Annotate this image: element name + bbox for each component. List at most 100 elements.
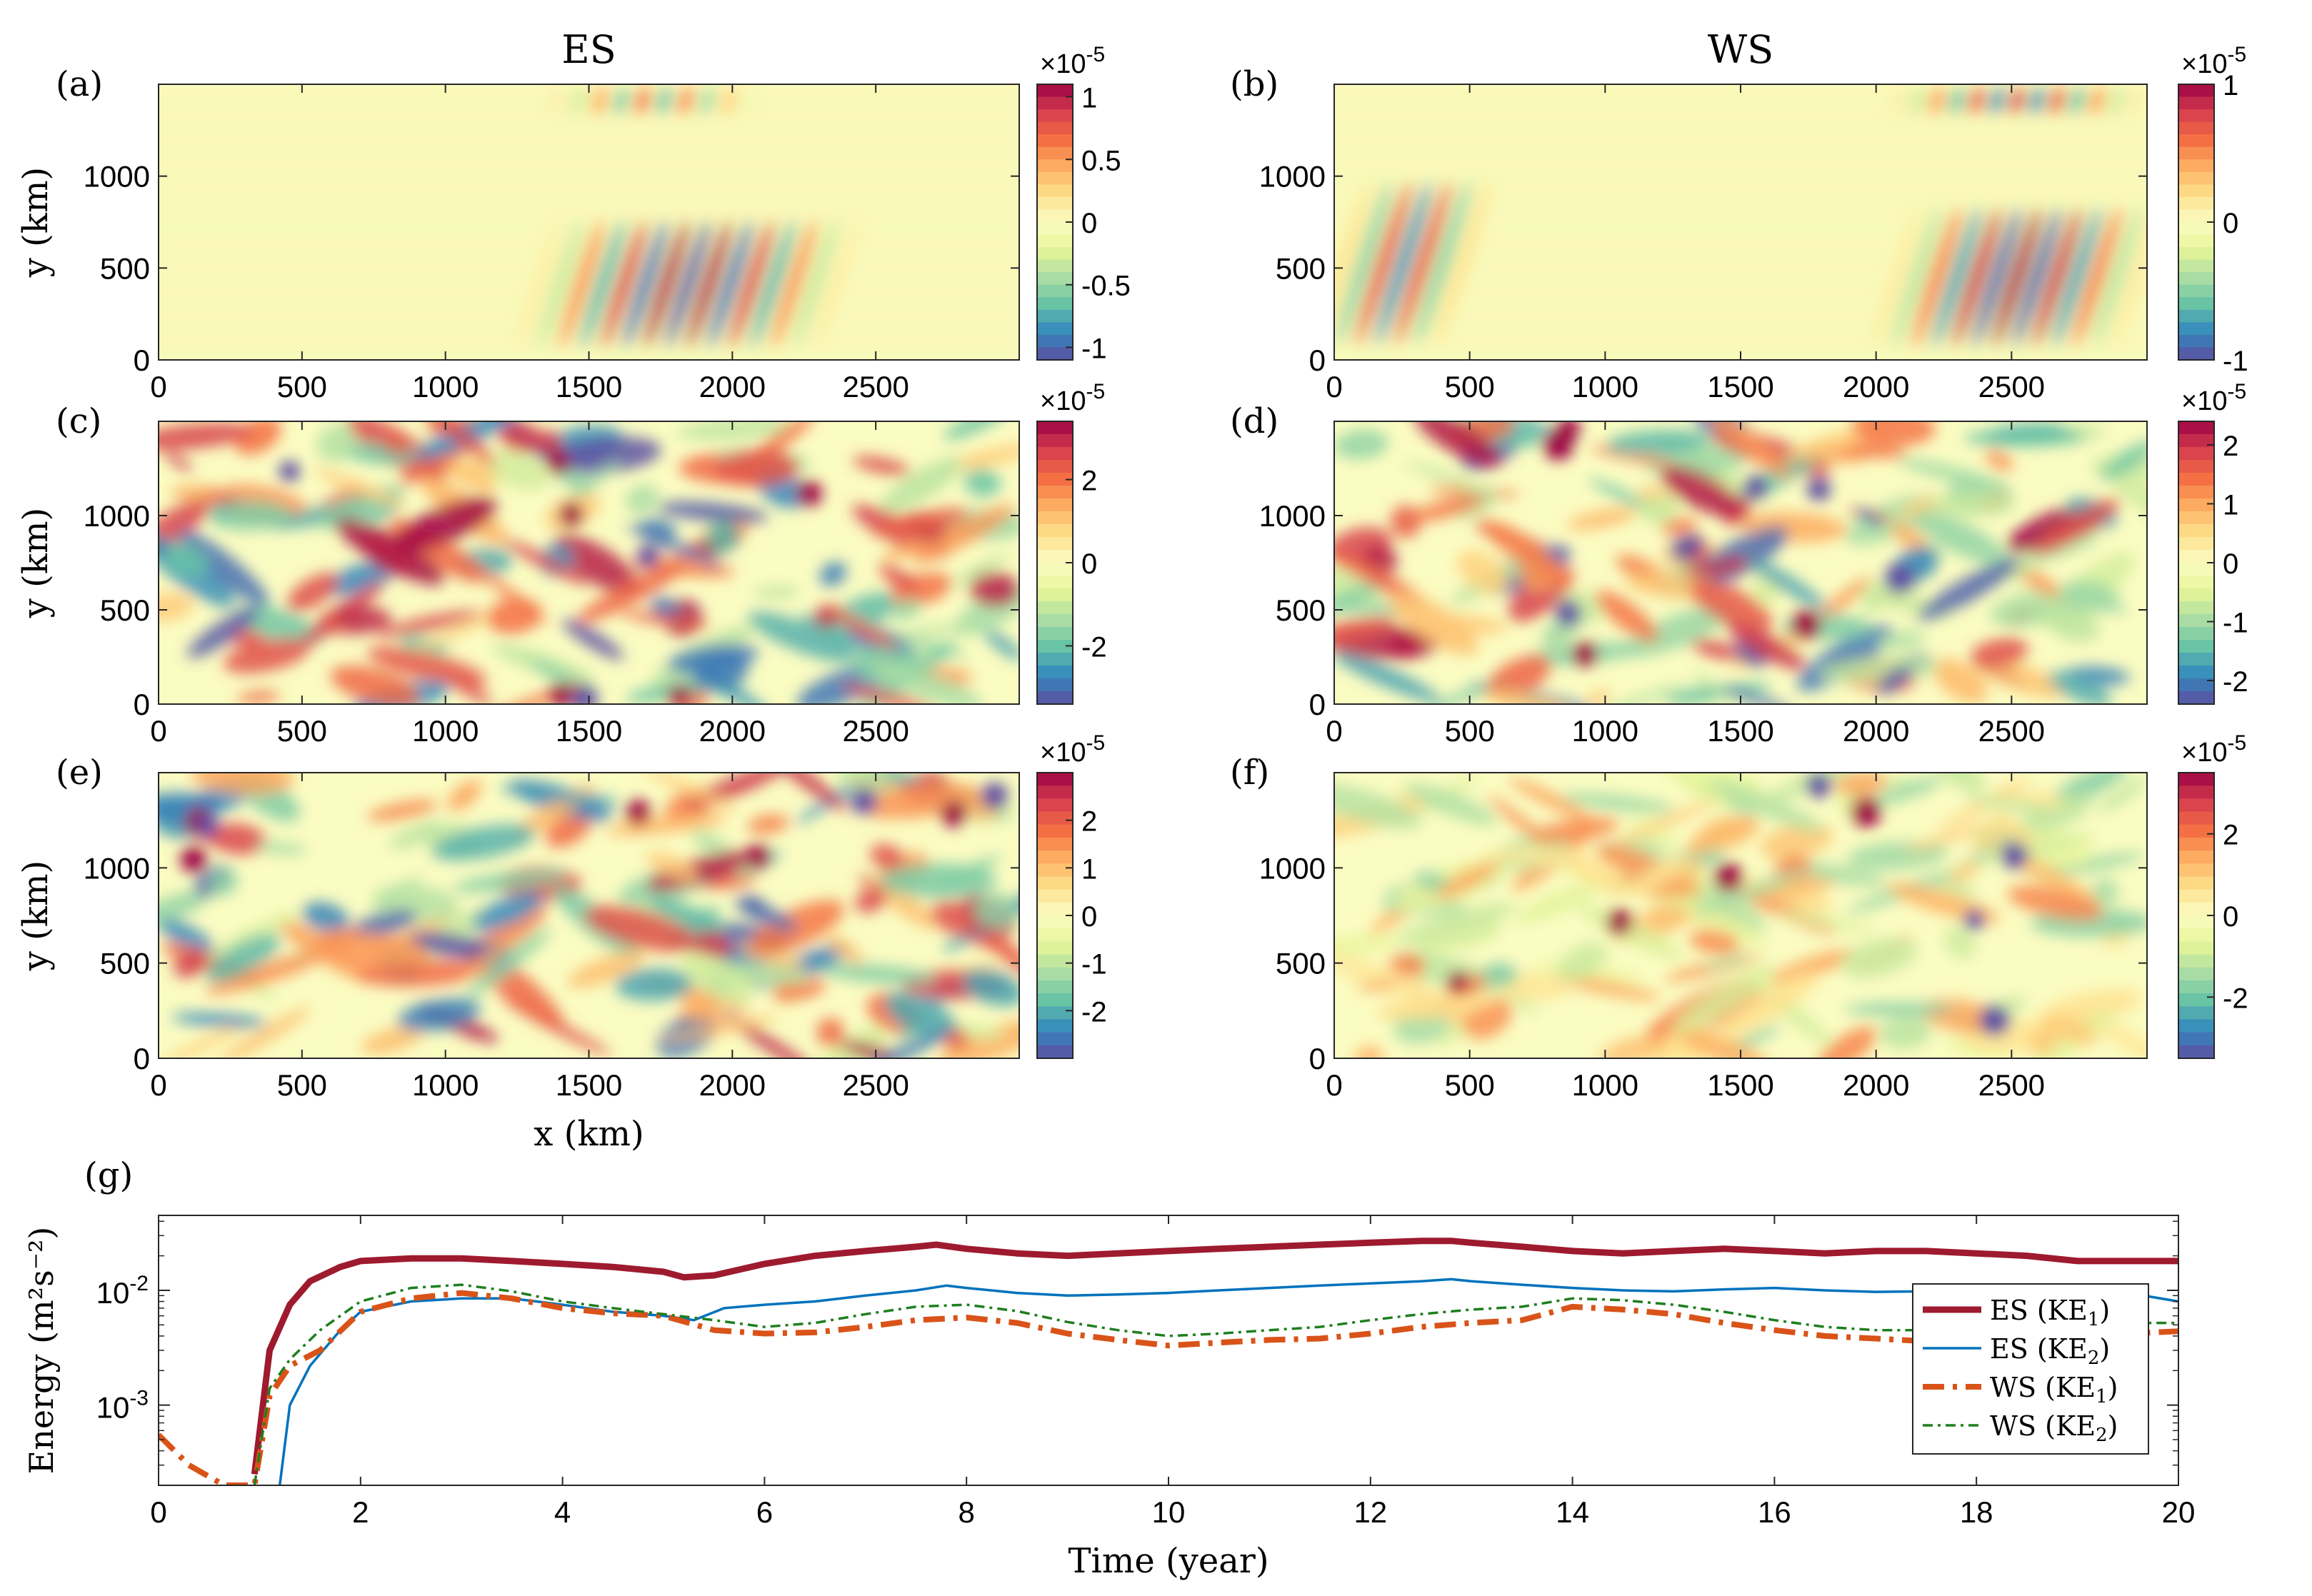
wave-crest	[1989, 86, 2005, 116]
colorbar-segment	[2178, 524, 2214, 538]
eddy-filament	[826, 933, 864, 964]
eddy-filament	[1673, 1023, 1773, 1058]
legend-label-main: WS (KE	[1990, 1410, 2096, 1442]
colorbar-tick-label: -1	[2223, 346, 2248, 377]
eddy-filament	[1690, 580, 1773, 632]
wave-crest	[2109, 86, 2125, 116]
eddy-filament	[256, 842, 307, 855]
colorbar-segment	[1037, 498, 1073, 512]
eddy-filament	[853, 456, 911, 476]
eddy-filament	[939, 1018, 1019, 1058]
colorbar-segment	[2178, 850, 2214, 865]
zonal-stripe	[1334, 313, 2147, 318]
eddy-filament	[1334, 581, 1386, 623]
colorbar-tick-label: -2	[1081, 996, 1107, 1028]
colorbar-tick-label: 2	[2223, 820, 2238, 851]
wave-crest	[570, 86, 586, 116]
eddy-filament	[676, 421, 796, 440]
x-tick-label: 6	[756, 1495, 773, 1529]
y-tick-label: 500	[100, 947, 150, 980]
coherent-vortex	[1555, 600, 1581, 626]
wave-crest	[549, 86, 565, 116]
colorbar: 1 0 -1 ×10-5	[2178, 43, 2248, 377]
eddy-filament	[1691, 638, 1742, 661]
colorbar-segment	[2178, 309, 2214, 323]
x-tick-label: 2000	[1843, 714, 1909, 748]
zonal-stripe	[159, 238, 1019, 244]
panel-label: (c)	[56, 401, 101, 441]
eddy-filament	[1426, 614, 1508, 634]
colorbar-segment	[2178, 121, 2214, 136]
legend-label-main: WS (KE	[1990, 1372, 2096, 1403]
eddy-filament	[1701, 953, 1752, 970]
eddy-filament	[1623, 604, 1733, 657]
eddy-filament	[361, 1026, 424, 1055]
coherent-vortex	[1743, 475, 1768, 501]
colorbar-segment	[1037, 460, 1073, 473]
zonal-stripe	[159, 225, 1019, 231]
eddy-filament	[1903, 820, 2003, 853]
legend-label: ES (KE1)	[1990, 1295, 2110, 1330]
colorbar-segment	[2178, 196, 2214, 211]
eddy-filament	[206, 933, 281, 983]
eddy-filament	[2023, 533, 2101, 564]
colorbar-segment	[1037, 889, 1073, 903]
zonal-stripe	[1334, 200, 2147, 206]
colorbar-segment	[2178, 1006, 2214, 1020]
x-tick-label: 500	[277, 714, 327, 748]
eddy-filament	[366, 646, 488, 687]
eddy-filament	[973, 893, 1019, 929]
x-tick-label: 1000	[1572, 1068, 1638, 1102]
eddy-filament	[1897, 458, 2011, 491]
eddy-filament	[1876, 666, 1913, 695]
eddy-filament	[1578, 903, 1683, 960]
eddy-filament	[714, 450, 799, 487]
colorbar-segment	[2178, 1032, 2214, 1046]
column-title-es: ES	[561, 27, 616, 72]
eddy-filament	[1845, 1003, 1956, 1016]
panel-label: (b)	[1230, 64, 1278, 104]
eddy-filament	[1877, 631, 1926, 650]
wave-crest	[1929, 86, 1945, 116]
eddy-filament	[1917, 558, 2021, 621]
x-tick-label: 1000	[1572, 714, 1638, 748]
wave-crest	[559, 219, 604, 349]
eddy-filament	[1334, 616, 1396, 655]
eddy-filament	[885, 992, 958, 1040]
colorbar-segment	[1037, 234, 1073, 249]
x-tick-label: 1500	[1707, 1068, 1773, 1102]
x-tick-label: 500	[1445, 1068, 1495, 1102]
y-tick-label: 10-2	[96, 1272, 149, 1310]
eddy-filament	[819, 561, 847, 587]
colorbar-segment	[2178, 1045, 2214, 1059]
field-blobs	[159, 773, 1019, 1058]
coherent-vortex	[1851, 796, 1881, 828]
coherent-vortex	[796, 481, 822, 506]
wave-crest	[2089, 86, 2105, 116]
wave-crest	[2029, 86, 2045, 116]
eddy-filament	[1334, 548, 1426, 606]
wave-crest	[742, 86, 759, 116]
colorbar-segment	[1037, 824, 1073, 838]
coherent-vortex	[180, 846, 207, 873]
colorbar-segment	[1037, 902, 1073, 916]
colorbar-segment	[1037, 786, 1073, 800]
eddy-filament	[431, 824, 536, 861]
zonal-stripe	[1334, 275, 2147, 281]
eddy-filament	[1698, 816, 1753, 850]
y-tick-exponent: -2	[129, 1272, 149, 1295]
eddy-filament	[944, 443, 1019, 471]
y-tick-label: 500	[100, 251, 150, 285]
zonal-stripe	[1334, 338, 2147, 343]
legend-label-main: ES (KE	[1990, 1295, 2088, 1326]
coherent-vortex	[279, 461, 300, 482]
x-tick-label: 500	[1445, 370, 1495, 403]
eddy-filament	[1970, 638, 2028, 668]
colorbar-segment	[2178, 666, 2214, 679]
x-tick-label: 500	[1445, 714, 1495, 748]
eddy-filament	[366, 503, 401, 523]
wave-crest	[656, 86, 672, 116]
colorbar-segment	[1037, 1006, 1073, 1020]
eddy-filament	[625, 524, 724, 568]
